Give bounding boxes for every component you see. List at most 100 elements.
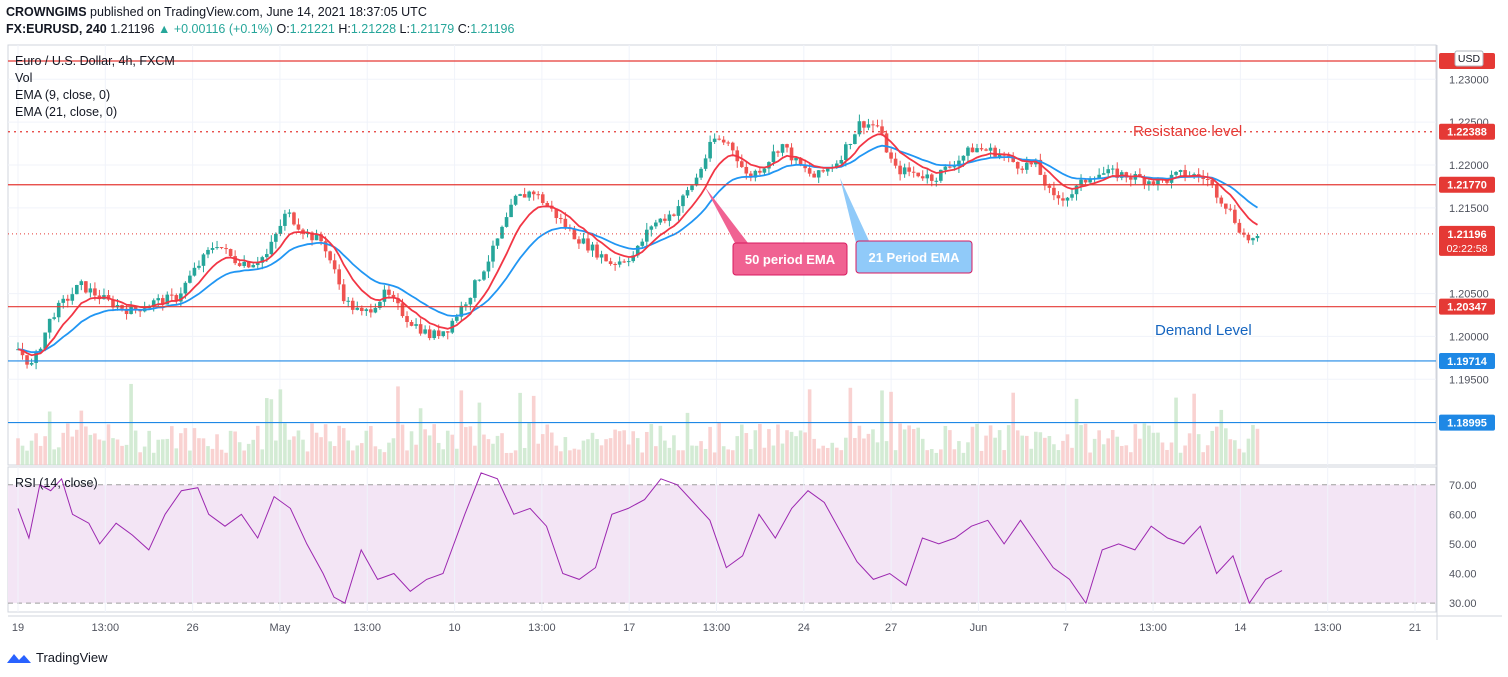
volume-bar [468, 426, 473, 465]
candle-body [676, 206, 681, 216]
price-chart[interactable]: 19 13:00 26 May 13:00 10 13:00 17 13:00 24 27 Jun 7 1… [0, 40, 1508, 642]
volume-bar [387, 442, 391, 465]
candle-body [531, 191, 536, 195]
volume-bar [269, 399, 274, 465]
volume-bar [563, 437, 568, 465]
volume-bar [296, 430, 301, 465]
candle-body [34, 351, 38, 363]
x-tick-label: 24 [798, 622, 810, 634]
level-label: 1.22388 [1447, 127, 1487, 139]
volume-bar [287, 439, 292, 465]
volume-bar [151, 452, 156, 465]
candle-body [1043, 174, 1047, 186]
candle-body [911, 171, 916, 173]
publish-line: CROWNGIMS published on TradingView.com, … [6, 5, 427, 19]
volume-bar [839, 450, 844, 465]
candle-body [265, 254, 269, 258]
candle-body [1156, 178, 1160, 185]
x-tick-label: 21 [1409, 622, 1421, 634]
candle-body [38, 348, 43, 352]
ema9-line [17, 133, 1258, 357]
volume-bar [409, 431, 414, 465]
candle-body [559, 218, 563, 220]
volume-bar [373, 446, 378, 465]
volume-bar [224, 452, 228, 465]
candle-body [590, 244, 595, 251]
volume-bar [1165, 449, 1169, 465]
candle-body [1024, 162, 1029, 170]
rsi-band [8, 484, 1436, 604]
low-value: 1.21179 [409, 22, 455, 36]
volume-bar [201, 438, 206, 465]
candle-body [400, 303, 405, 317]
volume-bar [807, 389, 812, 465]
volume-bar [350, 450, 355, 465]
candle-body [739, 161, 744, 167]
volume-bar [400, 424, 405, 465]
candle-body [283, 213, 287, 226]
candle-body [721, 139, 726, 143]
footer-brand[interactable]: TradingView [36, 650, 108, 665]
candle-body [477, 279, 482, 281]
candle-body [513, 195, 518, 205]
candle-body [979, 148, 984, 150]
candle-body [174, 295, 179, 302]
volume-bar [278, 389, 283, 465]
candle-body [608, 261, 613, 265]
volume-bar [898, 423, 902, 465]
level-label-box [1439, 123, 1495, 140]
volume-bar [540, 434, 545, 465]
candle-body [427, 329, 432, 339]
candle-body [206, 249, 210, 255]
candle-body [1251, 238, 1255, 241]
volume-bar [1011, 392, 1015, 465]
volume-bar [975, 423, 979, 465]
volume-bar [816, 448, 821, 465]
volume-bar [1074, 398, 1079, 465]
candle-body [310, 232, 314, 241]
volume-bar [170, 426, 174, 465]
volume-bar [301, 439, 305, 465]
volume-bar [482, 434, 486, 465]
volume-bar [1192, 393, 1196, 465]
volume-bar [441, 449, 446, 465]
candle-body [871, 124, 875, 126]
candle-body [61, 298, 66, 303]
volume-bar [531, 395, 536, 465]
volume-bar [1015, 430, 1020, 465]
volume-bar [590, 432, 595, 465]
candle-body [52, 317, 56, 319]
candle-body [1110, 168, 1115, 170]
candle-body [491, 245, 495, 262]
candle-body [179, 293, 183, 302]
published-text: published on TradingView.com, June 14, 2… [90, 5, 427, 19]
candle-body [391, 294, 396, 299]
candle-body [192, 267, 197, 276]
volume-bar [228, 430, 233, 465]
volume-bar [1119, 445, 1124, 465]
author-name[interactable]: CROWNGIMS [6, 5, 87, 19]
volume-bar [699, 441, 703, 465]
candle-body [834, 163, 839, 168]
volume-bar [188, 450, 192, 465]
volume-bar [1174, 397, 1178, 465]
x-tick-label: 13:00 [703, 622, 731, 634]
ema21-callout-pointer [840, 178, 870, 243]
tradingview-logo-icon [7, 653, 31, 663]
volume-bar [97, 439, 102, 465]
candle-body [436, 330, 441, 336]
x-tick-label: 10 [448, 622, 460, 634]
candle-body [1079, 179, 1083, 186]
candle-body [604, 254, 608, 262]
volume-bar [654, 446, 658, 465]
candle-body [925, 174, 930, 179]
volume-bar [739, 424, 744, 465]
high-label: H: [338, 22, 351, 36]
volume-bar [681, 450, 685, 465]
volume-bar [1052, 444, 1056, 465]
candle-body [409, 322, 414, 326]
candle-body [319, 234, 323, 242]
volume-bar [70, 436, 75, 465]
x-tick-label: 26 [187, 622, 199, 634]
candle-body [359, 307, 364, 312]
